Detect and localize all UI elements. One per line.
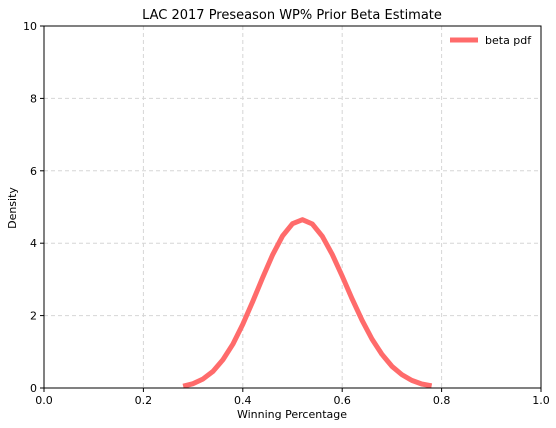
chart-title: LAC 2017 Preseason WP% Prior Beta Estima… bbox=[142, 8, 442, 23]
x-tick-label-2: 0.4 bbox=[234, 394, 252, 407]
y-tick-label-4: 8 bbox=[30, 92, 37, 105]
y-axis-label: Density bbox=[6, 187, 19, 229]
y-axis-ticks: 0 2 4 6 8 10 bbox=[23, 20, 44, 395]
series-layer bbox=[182, 217, 433, 389]
x-tick-label-3: 0.6 bbox=[333, 394, 351, 407]
legend-label-beta-pdf: beta pdf bbox=[485, 34, 532, 47]
plot-frame bbox=[43, 25, 542, 389]
x-axis-label: Winning Percentage bbox=[237, 408, 347, 421]
x-tick-label-4: 0.8 bbox=[433, 394, 451, 407]
x-tick-label-0: 0.0 bbox=[35, 394, 53, 407]
x-tick-label-5: 1.0 bbox=[532, 394, 550, 407]
y-tick-label-0: 0 bbox=[30, 382, 37, 395]
legend: beta pdf bbox=[450, 34, 532, 47]
y-tick-label-5: 10 bbox=[23, 20, 37, 33]
y-tick-label-2: 4 bbox=[30, 237, 37, 250]
y-tick-label-1: 2 bbox=[30, 310, 37, 323]
x-axis-ticks: 0.0 0.2 0.4 0.6 0.8 1.0 bbox=[35, 388, 550, 407]
series-line-0 bbox=[182, 217, 433, 389]
y-tick-label-3: 6 bbox=[30, 165, 37, 178]
x-tick-label-1: 0.2 bbox=[135, 394, 153, 407]
